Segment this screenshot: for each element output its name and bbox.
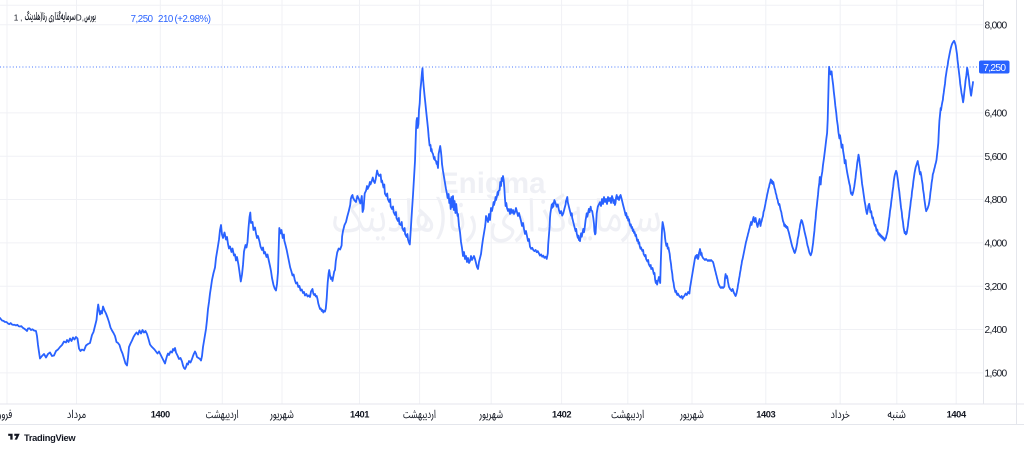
- svg-text:3,200: 3,200: [985, 282, 1008, 293]
- svg-text:D,: D,: [76, 13, 84, 22]
- svg-text:4,800: 4,800: [985, 195, 1008, 206]
- svg-text:1400: 1400: [151, 410, 170, 420]
- svg-text:1404: 1404: [947, 410, 967, 420]
- svg-text:Enigma: Enigma: [439, 167, 546, 200]
- svg-text:4,000: 4,000: [985, 239, 1008, 250]
- svg-text:,: ,: [20, 13, 22, 22]
- svg-text:1,600: 1,600: [985, 369, 1008, 380]
- svg-text:210: 210: [158, 14, 174, 25]
- svg-text:TradingView: TradingView: [24, 433, 76, 443]
- svg-text:1: 1: [14, 13, 19, 22]
- svg-text:7,250: 7,250: [983, 63, 1006, 74]
- svg-text:1401: 1401: [350, 410, 369, 420]
- svg-text:5,600: 5,600: [985, 152, 1008, 163]
- svg-text:1403: 1403: [756, 410, 775, 420]
- svg-text:8,000: 8,000: [985, 20, 1008, 31]
- svg-text:2,400: 2,400: [985, 325, 1008, 336]
- svg-text:6,400: 6,400: [985, 109, 1008, 120]
- svg-text:1402: 1402: [552, 410, 571, 420]
- svg-text:7,250: 7,250: [131, 14, 154, 25]
- svg-text:(+2.98%): (+2.98%): [175, 14, 211, 25]
